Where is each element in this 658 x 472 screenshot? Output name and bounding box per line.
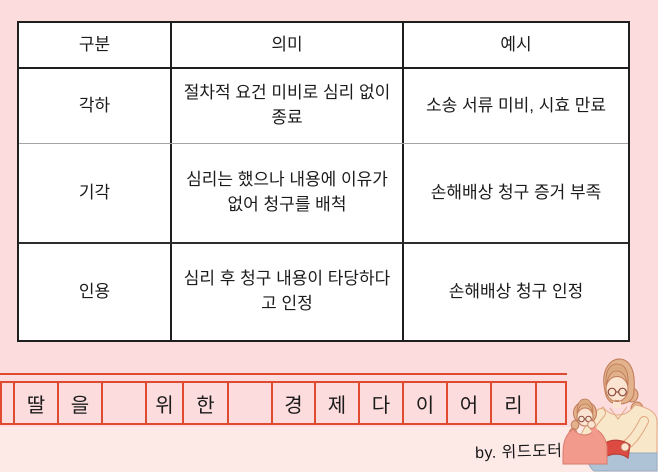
header-term: 구분: [78, 34, 111, 54]
banner-cell: 리: [492, 383, 537, 423]
mother-hair-front-fill: [605, 363, 629, 386]
banner-cell: [2, 383, 15, 423]
mother-vneck: [609, 406, 628, 420]
table-row: 인용 심리 후 청구 내용이 타당하다고 인정 손해배상 청구 인정: [19, 244, 628, 340]
cell-example: 손해배상 청구 증거 부족: [402, 144, 628, 242]
banner-cell: 을: [59, 383, 103, 423]
header-meaning: 의미: [170, 23, 402, 67]
cell-term: 각하: [78, 95, 111, 115]
mother-glasses-icon: [607, 387, 627, 397]
banner-cell: 한: [184, 383, 229, 423]
daughter-fist: [587, 420, 596, 429]
mother-mouth: [614, 399, 620, 402]
cell-example: 소송 서류 미비, 시효 만료: [402, 69, 628, 143]
cell-example: 손해배상 청구 인정: [402, 244, 628, 340]
banner-cell: 제: [316, 383, 360, 423]
table-header-row: 구분 의미 예시: [19, 23, 628, 69]
banner-cell: 어: [448, 383, 492, 423]
daughter-hair-front: [576, 398, 594, 414]
cell-meaning: 심리는 했으나 내용에 이유가 없어 청구를 배척: [170, 144, 402, 242]
banner-cell: [103, 383, 147, 423]
banner-cell: 위: [147, 383, 184, 423]
banner-cell: [537, 383, 567, 423]
cell-term: 인용: [78, 281, 111, 301]
banner-cell: 경: [273, 383, 316, 423]
banner-cell: 이: [404, 383, 448, 423]
cell-term: 기각: [78, 182, 111, 202]
banner-cell: 다: [360, 383, 404, 423]
table-row: 기각 심리는 했으나 내용에 이유가 없어 청구를 배척 손해배상 청구 증거 …: [19, 144, 628, 244]
legal-terms-table: 구분 의미 예시 각하 절차적 요건 미비로 심리 없이 종료 소송 서류 미비…: [17, 21, 630, 342]
bottom-strip: [0, 427, 658, 472]
cell-meaning: 심리 후 청구 내용이 타당하다고 인정: [170, 244, 402, 340]
cell-meaning: 절차적 요건 미비로 심리 없이 종료: [170, 69, 402, 143]
banner-cell: [229, 383, 273, 423]
mother-hand: [620, 442, 630, 452]
table-row: 각하 절차적 요건 미비로 심리 없이 종료 소송 서류 미비, 시효 만료: [19, 69, 628, 144]
header-example: 예시: [402, 23, 628, 67]
title-banner: 딸 을 위 한 경 제 다 이 어 리: [0, 381, 567, 425]
banner-cell: 딸: [15, 383, 59, 423]
mother-daughter-reading-illustration: [562, 358, 658, 472]
banner-top-rule: [0, 373, 567, 375]
mother-neck: [613, 399, 621, 408]
